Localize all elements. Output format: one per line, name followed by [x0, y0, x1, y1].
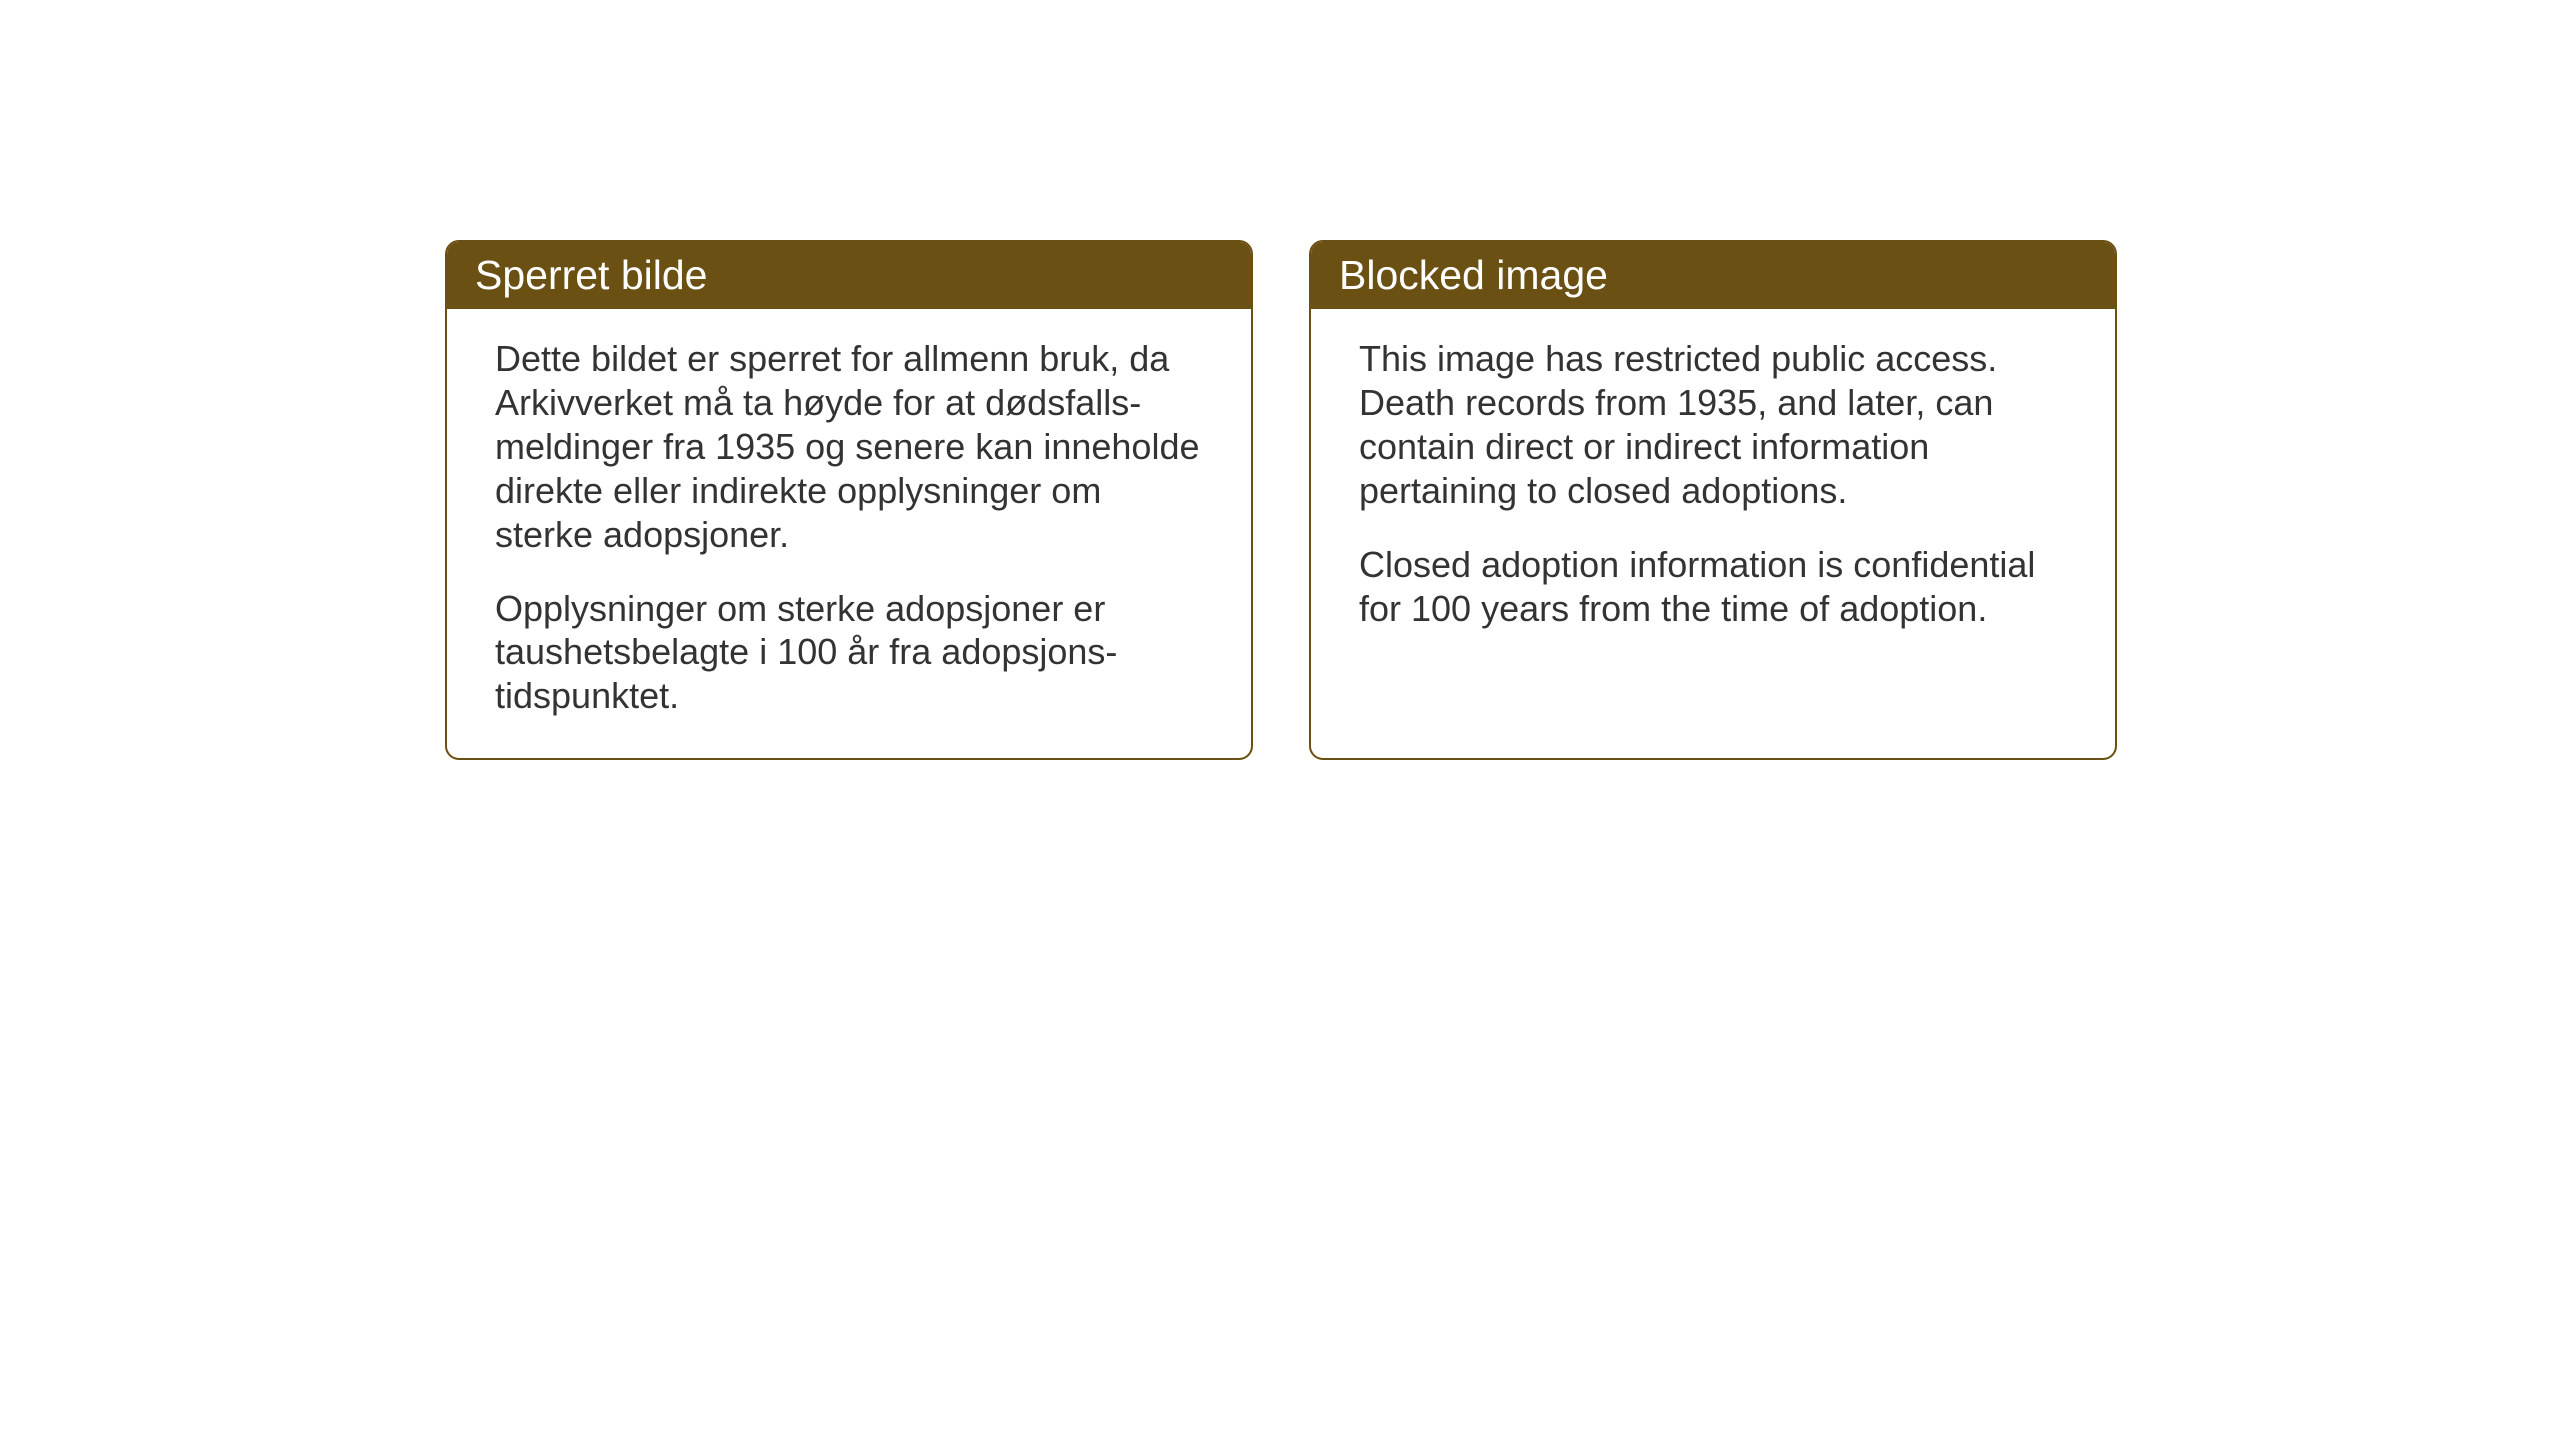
norwegian-paragraph-2: Opplysninger om sterke adopsjoner er tau… [495, 587, 1203, 719]
english-paragraph-2: Closed adoption information is confident… [1359, 543, 2067, 631]
english-notice-card: Blocked image This image has restricted … [1309, 240, 2117, 760]
norwegian-paragraph-1: Dette bildet er sperret for allmenn bruk… [495, 337, 1203, 557]
english-card-body: This image has restricted public access.… [1311, 309, 2115, 670]
notice-container: Sperret bilde Dette bildet er sperret fo… [445, 240, 2117, 760]
english-card-title: Blocked image [1339, 252, 1608, 298]
english-card-header: Blocked image [1311, 242, 2115, 309]
norwegian-notice-card: Sperret bilde Dette bildet er sperret fo… [445, 240, 1253, 760]
norwegian-card-body: Dette bildet er sperret for allmenn bruk… [447, 309, 1251, 758]
norwegian-card-title: Sperret bilde [475, 252, 707, 298]
english-paragraph-1: This image has restricted public access.… [1359, 337, 2067, 513]
norwegian-card-header: Sperret bilde [447, 242, 1251, 309]
